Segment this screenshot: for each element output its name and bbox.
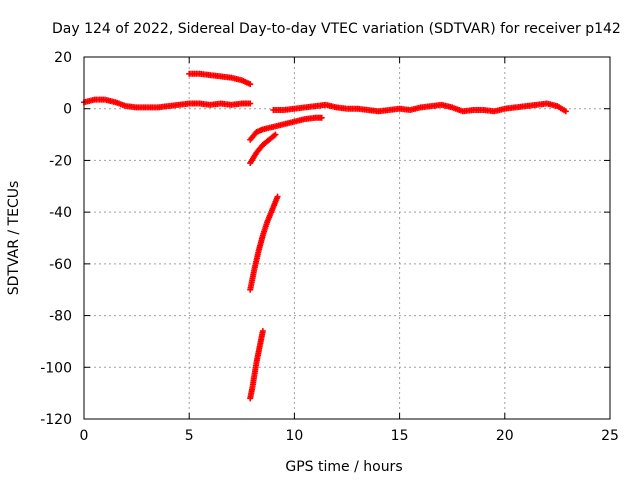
data-point xyxy=(274,193,281,200)
y-tick-label: -100 xyxy=(40,360,72,376)
x-tick-label: 0 xyxy=(80,428,89,444)
data-points xyxy=(81,70,569,402)
y-tick-label: -80 xyxy=(49,309,72,325)
x-tick-label: 10 xyxy=(285,428,303,444)
y-tick-label: -60 xyxy=(49,257,72,273)
x-axis-label: GPS time / hours xyxy=(285,459,402,475)
axis-ticks: 0 5 10 15 20 25 -120 -100 -80 -60 -40 -20 0 20 xyxy=(40,50,619,444)
chart-title: Day 124 of 2022, Sidereal Day-to-day VTE… xyxy=(52,21,621,37)
y-tick-label: -120 xyxy=(40,412,72,428)
y-tick-label: -20 xyxy=(49,153,72,169)
y-tick-label: 0 xyxy=(63,102,72,118)
y-tick-label: 20 xyxy=(54,50,72,66)
grid xyxy=(84,57,610,419)
plot-frame xyxy=(83,56,611,420)
y-axis-label: SDTVAR / TECUs xyxy=(6,181,22,296)
x-tick-label: 15 xyxy=(391,428,409,444)
x-tick-label: 5 xyxy=(185,428,194,444)
data-point xyxy=(247,81,254,88)
x-tick-label: 20 xyxy=(496,428,514,444)
data-point xyxy=(318,114,325,121)
data-point xyxy=(259,328,266,335)
y-tick-label: -40 xyxy=(49,205,72,221)
data-point xyxy=(272,131,279,138)
x-tick-label: 25 xyxy=(601,428,619,444)
data-point xyxy=(562,108,569,115)
data-point xyxy=(247,100,254,107)
